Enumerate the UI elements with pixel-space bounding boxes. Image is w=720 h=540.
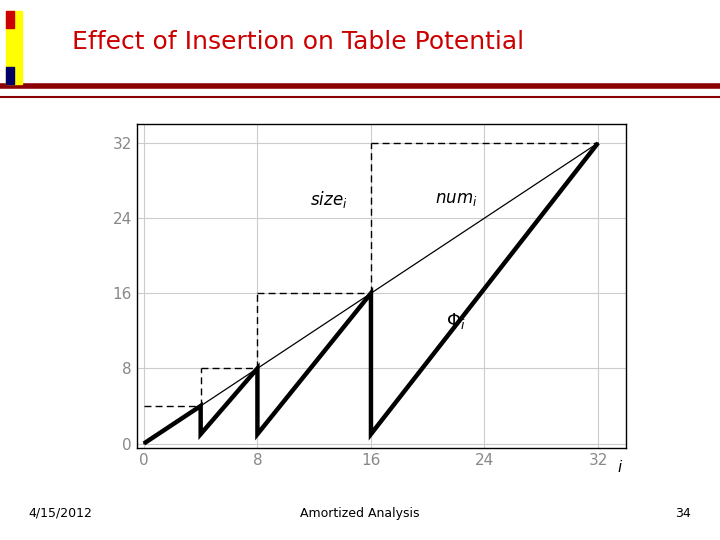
Text: Effect of Insertion on Table Potential: Effect of Insertion on Table Potential <box>72 30 524 54</box>
Text: 4/15/2012: 4/15/2012 <box>29 507 93 520</box>
Bar <box>6 11 14 28</box>
Text: $num_i$: $num_i$ <box>435 190 477 208</box>
Text: $\Phi_i$: $\Phi_i$ <box>446 312 466 332</box>
Bar <box>6 67 14 84</box>
Text: i: i <box>617 461 621 475</box>
Bar <box>6 11 22 84</box>
Text: $size_i$: $size_i$ <box>310 189 347 210</box>
Text: Amortized Analysis: Amortized Analysis <box>300 507 420 520</box>
Text: 34: 34 <box>675 507 691 520</box>
